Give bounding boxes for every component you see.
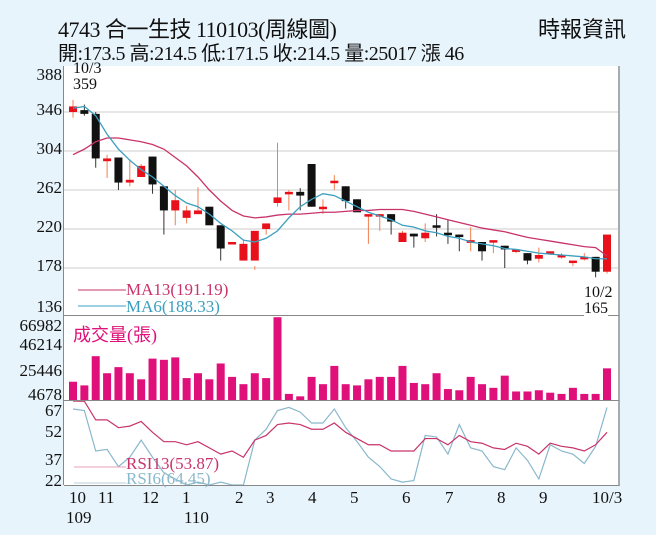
x-tick-month: 8 (497, 488, 506, 507)
ohlc-summary: 開:173.5 高:214.5 低:171.5 收:214.5 量:25017 … (58, 43, 464, 65)
x-tick-month: 5 (350, 488, 359, 507)
price-tick: 304 (36, 139, 63, 158)
volume-tick: 4678 (28, 385, 62, 404)
volume-tick: 66982 (19, 316, 63, 335)
y-axis-line (63, 66, 64, 485)
rsi-tick: 22 (45, 471, 62, 490)
price-tick: 346 (36, 100, 63, 119)
rsi13-legend: RSI13(53.87) (126, 454, 220, 473)
x-tick-month: 12 (142, 488, 159, 507)
rsi-tick: 37 (45, 450, 62, 469)
volume-panel: 成交量(張) (64, 316, 620, 401)
x-tick-month: 2 (235, 488, 244, 507)
rsi-panel: RSI13(53.87) RSI6(64.45) (64, 401, 620, 488)
rsi6-legend: RSI6(64.45) (126, 469, 211, 488)
ma6-legend: MA6(188.33) (126, 297, 220, 316)
x-tick-month: 9 (539, 488, 548, 507)
rsi-tick: 67 (45, 401, 62, 420)
low-date-label: 10/2 (584, 284, 613, 301)
volume-tick: 46214 (19, 335, 63, 354)
volume-legend: 成交量(張) (73, 325, 157, 345)
x-tick-month: 4 (308, 488, 317, 507)
price-tick: 262 (36, 178, 63, 197)
price-tick: 136 (36, 297, 63, 316)
x-tick-month: 10 (69, 488, 86, 507)
x-tick-year: 110 (184, 508, 209, 527)
price-tick: 178 (36, 256, 63, 275)
x-tick-month: 10/3 (592, 488, 623, 507)
source-label: 時報資訊 (537, 17, 626, 42)
price-tick: 220 (36, 217, 63, 236)
x-tick-month: 1 (182, 488, 191, 507)
rsi-tick: 52 (45, 422, 62, 441)
volume-tick: 25446 (19, 361, 63, 380)
ma13-legend: MA13(191.19) (126, 280, 229, 299)
x-tick-year: 109 (66, 508, 92, 527)
x-tick-month: 6 (402, 488, 411, 507)
chart-title: 4743 合一生技 110103(周線圖) (58, 17, 337, 42)
price-panel: MA13(191.19) MA6(188.33) 10/3 359 10/2 165 (64, 60, 620, 318)
high-value-label: 359 (73, 76, 97, 93)
low-value-label: 165 (584, 300, 608, 318)
price-tick: 388 (36, 65, 63, 84)
x-tick-month: 11 (98, 488, 115, 507)
high-date-label: 10/3 (73, 60, 102, 77)
x-tick-month: 7 (445, 488, 454, 507)
x-tick-month: 3 (266, 488, 275, 507)
